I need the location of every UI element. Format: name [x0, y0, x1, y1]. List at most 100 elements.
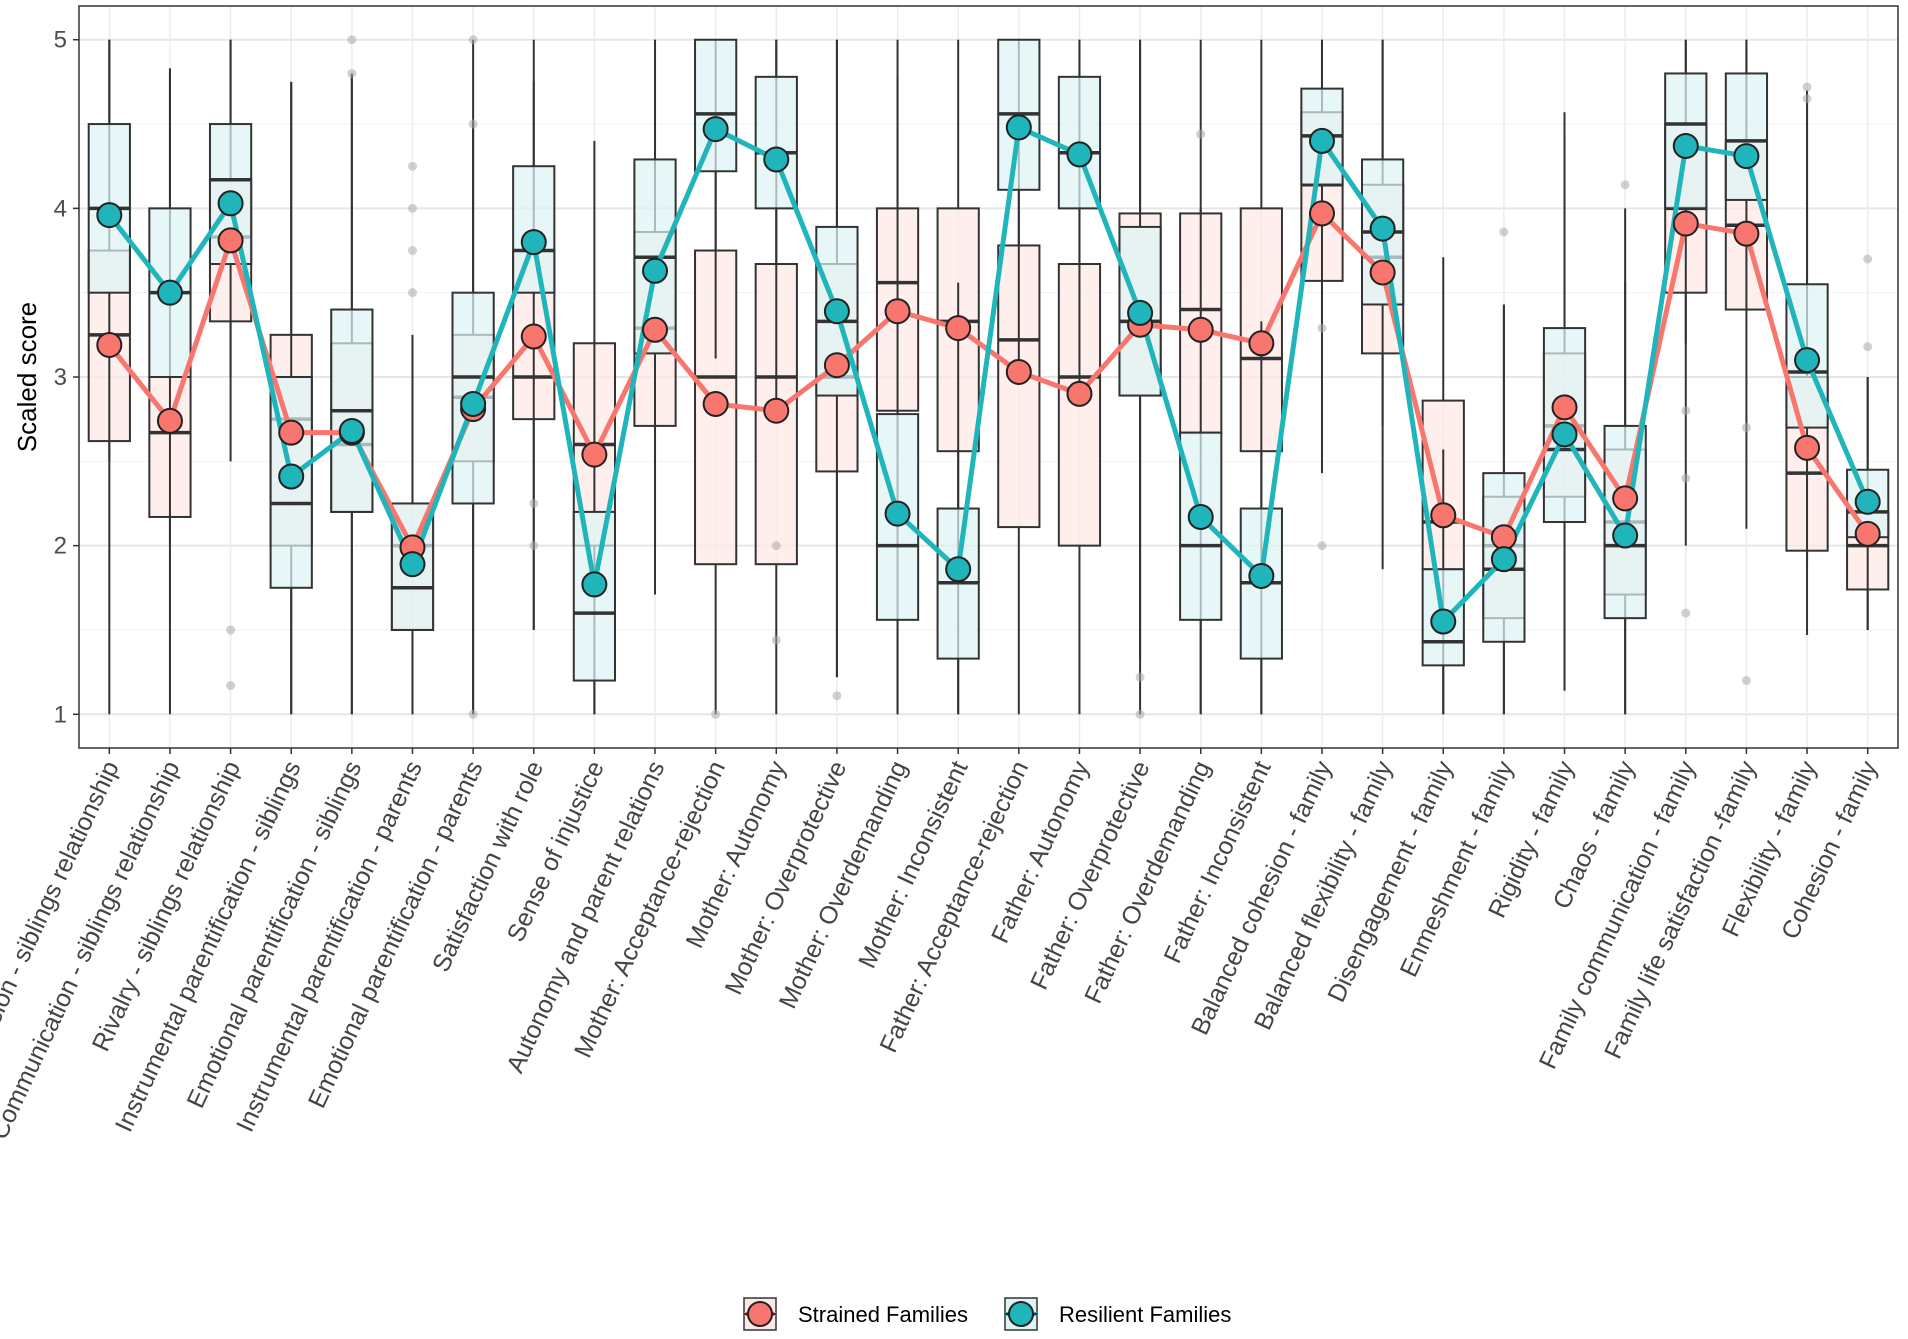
y-tick-label: 4 [54, 195, 67, 222]
box-resilient-families [1179, 208, 1223, 715]
outlier-point [771, 541, 781, 551]
mean-point-strained-families [1005, 358, 1032, 385]
outlier-point [407, 246, 417, 256]
box-resilient-families [694, 38, 738, 359]
mean-point-strained-families [1612, 485, 1639, 512]
outlier-point [407, 288, 417, 298]
mean-point-strained-families [1187, 316, 1214, 343]
mean-point-strained-families [945, 315, 972, 342]
mean-point-strained-families [1490, 524, 1517, 551]
outlier-point [1681, 406, 1691, 416]
mean-point-resilient-families [1005, 114, 1032, 141]
box-body [1724, 72, 1769, 201]
outlier-point [771, 635, 781, 645]
mean-point-resilient-families [1672, 132, 1699, 159]
outlier-point [1741, 676, 1751, 686]
legend-label: Resilient Families [1059, 1302, 1231, 1327]
mean-point-resilient-families [1733, 143, 1760, 170]
mean-point-layer [96, 114, 1881, 635]
mean-point-resilient-families [217, 190, 244, 217]
outlier-point [1620, 180, 1630, 190]
mean-point-resilient-families [1612, 522, 1639, 549]
box-resilient-families [754, 39, 798, 415]
outlier-point [1499, 227, 1509, 237]
mean-point-strained-families [1430, 502, 1457, 529]
box-resilient-families [633, 39, 677, 546]
mean-point-strained-families [823, 352, 850, 379]
mean-point-strained-families [1854, 520, 1881, 547]
mean-point-strained-families [217, 227, 244, 254]
mean-point-resilient-families [1127, 299, 1154, 326]
y-tick-label: 3 [54, 364, 67, 391]
mean-point-strained-families [1308, 200, 1335, 227]
mean-point-resilient-families [581, 571, 608, 598]
mean-point-strained-families [1551, 394, 1578, 421]
mean-point-resilient-families [642, 257, 669, 284]
outlier-point [407, 203, 417, 213]
mean-point-resilient-families [96, 202, 123, 229]
mean-point-strained-families [1066, 380, 1093, 407]
legend-item-strained-families: Strained Families [743, 1297, 968, 1331]
box-resilient-families [572, 343, 616, 715]
outlier-point [1741, 423, 1751, 433]
mean-point-resilient-families [945, 556, 972, 583]
mean-point-resilient-families [520, 229, 547, 256]
mean-point-strained-families [156, 407, 183, 434]
legend-key-point [747, 1301, 773, 1327]
outlier-point [1196, 129, 1206, 139]
mean-point-resilient-families [460, 390, 487, 417]
mean-point-resilient-families [156, 279, 183, 306]
outlier-point [529, 541, 539, 551]
mean-point-strained-families [581, 441, 608, 468]
outlier-point [1863, 254, 1873, 264]
outlier-point [1317, 323, 1327, 333]
outlier-point [347, 68, 357, 78]
mean-point-strained-families [1369, 259, 1396, 286]
outlier-point [468, 35, 478, 45]
box-resilient-families [997, 38, 1041, 377]
outlier-point [468, 709, 478, 719]
mean-point-resilient-families [1308, 127, 1335, 154]
outlier-point [226, 681, 236, 691]
mean-point-strained-families [1248, 330, 1275, 357]
outlier-point [1317, 541, 1327, 551]
mean-point-resilient-families [1551, 421, 1578, 448]
legend: Strained Families Resilient Families [743, 1297, 1231, 1331]
box-body [694, 38, 738, 173]
box-resilient-families [1724, 39, 1769, 310]
mean-point-resilient-families [1490, 546, 1517, 573]
mean-point-resilient-families [399, 551, 426, 578]
mean-point-resilient-families [1248, 562, 1275, 589]
mean-point-resilient-families [338, 417, 365, 444]
outlier-point [407, 161, 417, 171]
y-tick-label: 2 [54, 533, 67, 560]
outlier-point [1681, 608, 1691, 618]
outlier-point [1135, 709, 1145, 719]
mean-point-resilient-families [884, 500, 911, 527]
y-tick-label: 5 [54, 27, 67, 54]
outlier-point [1802, 94, 1812, 104]
outlier-point [711, 709, 721, 719]
y-axis: 1 2 3 4 5 [54, 27, 79, 728]
outlier-point [226, 625, 236, 635]
mean-point-resilient-families [1066, 141, 1093, 168]
mean-point-resilient-families [702, 116, 729, 143]
mean-point-strained-families [1672, 210, 1699, 237]
outlier-point [832, 691, 842, 701]
box-body [572, 510, 616, 682]
mean-point-resilient-families [1187, 503, 1214, 530]
mean-point-resilient-families [1369, 215, 1396, 242]
outlier-point [468, 119, 478, 129]
mean-point-strained-families [763, 397, 790, 424]
y-tick-label: 1 [54, 701, 67, 728]
mean-point-resilient-families [1794, 347, 1821, 374]
mean-point-strained-families [278, 419, 305, 446]
box-resilient-families [330, 73, 374, 715]
mean-point-strained-families [702, 390, 729, 417]
box-resilient-families [936, 282, 980, 715]
outlier-point [1802, 82, 1812, 92]
outlier-point [1135, 672, 1145, 682]
mean-point-resilient-families [1430, 608, 1457, 635]
outlier-point [347, 35, 357, 45]
